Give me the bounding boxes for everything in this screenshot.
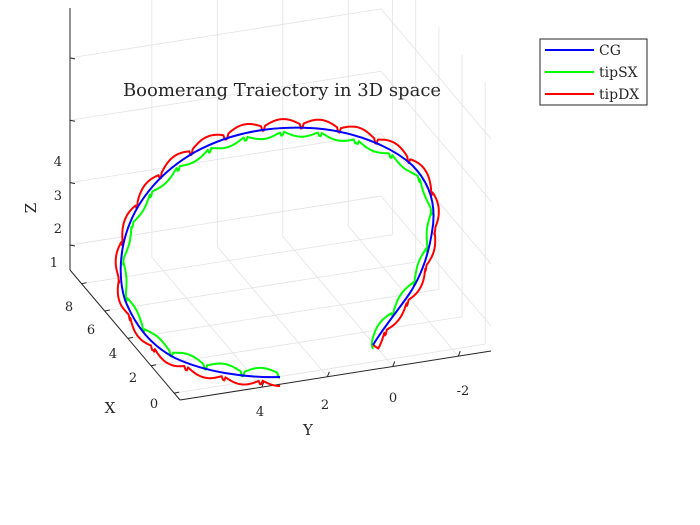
legend-label-cg: CG <box>599 43 621 59</box>
x-tick-mark <box>127 336 133 339</box>
x-tick-label: 4 <box>109 347 117 362</box>
side-wall-grid-line <box>380 195 492 327</box>
x-axis-line <box>69 269 181 401</box>
y-tick-label: 4 <box>256 405 264 420</box>
z-tick-mark <box>69 182 76 185</box>
axes <box>69 8 492 401</box>
floor-grid-line <box>127 289 439 339</box>
y-tick-mark <box>326 371 330 377</box>
x-tick-label: 2 <box>129 371 137 386</box>
y-tick-mark <box>261 381 265 388</box>
floor-grid-line <box>81 234 393 285</box>
x-tick-label: 6 <box>87 323 95 338</box>
trajectory-curves <box>114 118 440 387</box>
x-tick-mark <box>104 309 110 312</box>
chart-title: Boomerang Traiectory in 3D space <box>123 80 441 101</box>
x-tick-labels: 0 2 4 6 8 <box>65 300 158 412</box>
x-tick-label: 8 <box>65 300 73 315</box>
z-tick-mark <box>69 119 76 122</box>
y-tick-label: 2 <box>321 398 329 413</box>
z-tick-mark <box>69 244 76 247</box>
floor-grid-line <box>104 261 416 312</box>
z-axis-label: Z <box>22 203 40 213</box>
grid-lines <box>69 0 492 394</box>
floor-grid-line <box>150 316 463 367</box>
y-axis-line <box>179 350 492 401</box>
series-tipsx-line <box>122 130 433 379</box>
y-axis-label: Y <box>302 421 314 439</box>
back-wall-grid-line <box>69 8 382 59</box>
side-wall-grid-line <box>380 8 492 140</box>
floor-grid-line <box>174 343 486 394</box>
floor-grid-line <box>151 256 263 388</box>
x-tick-mark <box>174 391 180 394</box>
z-tick-mark <box>69 57 76 60</box>
back-wall-grid-line <box>69 70 382 121</box>
y-tick-mark <box>457 350 461 357</box>
series-tipdx-line <box>114 118 440 387</box>
x-axis-label: X <box>105 399 116 417</box>
y-tick-labels: -2 0 2 4 <box>256 384 469 420</box>
z-tick-label: 2 <box>54 222 62 237</box>
x-tick-label: 0 <box>150 397 158 412</box>
series-cg-line <box>119 126 435 379</box>
x-tick-mark <box>81 282 87 285</box>
z-tick-labels: 1 2 3 4 <box>50 155 62 271</box>
x-tick-mark <box>150 364 157 367</box>
z-tick-label: 4 <box>54 155 62 170</box>
floor-grid-line <box>217 246 328 378</box>
y-tick-label: -2 <box>457 384 470 399</box>
side-wall-grid-line <box>380 71 492 202</box>
y-tick-mark <box>392 361 396 367</box>
z-tick-label: 1 <box>50 256 58 271</box>
z-tick-label: 3 <box>54 189 62 204</box>
y-tick-label: 0 <box>389 391 397 406</box>
back-wall-grid-line <box>69 133 382 184</box>
legend-label-tipsx: tipSX <box>599 65 638 81</box>
legend: CG tipSX tipDX <box>539 38 648 106</box>
legend-label-tipdx: tipDX <box>599 87 639 103</box>
